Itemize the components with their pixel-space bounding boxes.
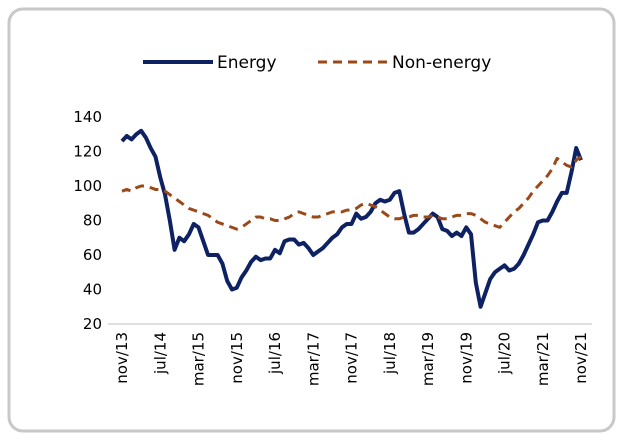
x-tick-label: mar/17 — [304, 332, 322, 386]
x-tick-label: nov/13 — [113, 332, 131, 384]
legend-label: Non-energy — [392, 53, 491, 73]
y-tick-label: 120 — [73, 143, 102, 161]
y-tick-label: 100 — [73, 177, 102, 195]
x-tick-label: mar/15 — [190, 332, 208, 386]
x-tick-label: jul/18 — [381, 332, 399, 375]
x-tick-label: mar/21 — [534, 332, 552, 386]
legend-label: Energy — [217, 53, 277, 73]
x-tick-label: nov/21 — [572, 332, 590, 384]
y-tick-label: 40 — [83, 281, 102, 299]
x-tick-label: jul/14 — [151, 332, 169, 375]
x-tick-label: nov/19 — [457, 332, 475, 384]
y-tick-label: 60 — [83, 246, 102, 264]
y-tick-label: 80 — [83, 212, 102, 230]
y-tick-label: 140 — [73, 108, 102, 126]
x-tick-label: jul/20 — [496, 332, 514, 375]
x-tick-label: nov/17 — [343, 332, 361, 384]
frame — [7, 7, 616, 433]
y-tick-label: 20 — [83, 315, 102, 333]
x-tick-label: mar/19 — [419, 332, 437, 386]
x-tick-label: jul/16 — [266, 332, 284, 375]
series-line — [120, 128, 583, 309]
x-tick-label: nov/15 — [228, 332, 246, 384]
